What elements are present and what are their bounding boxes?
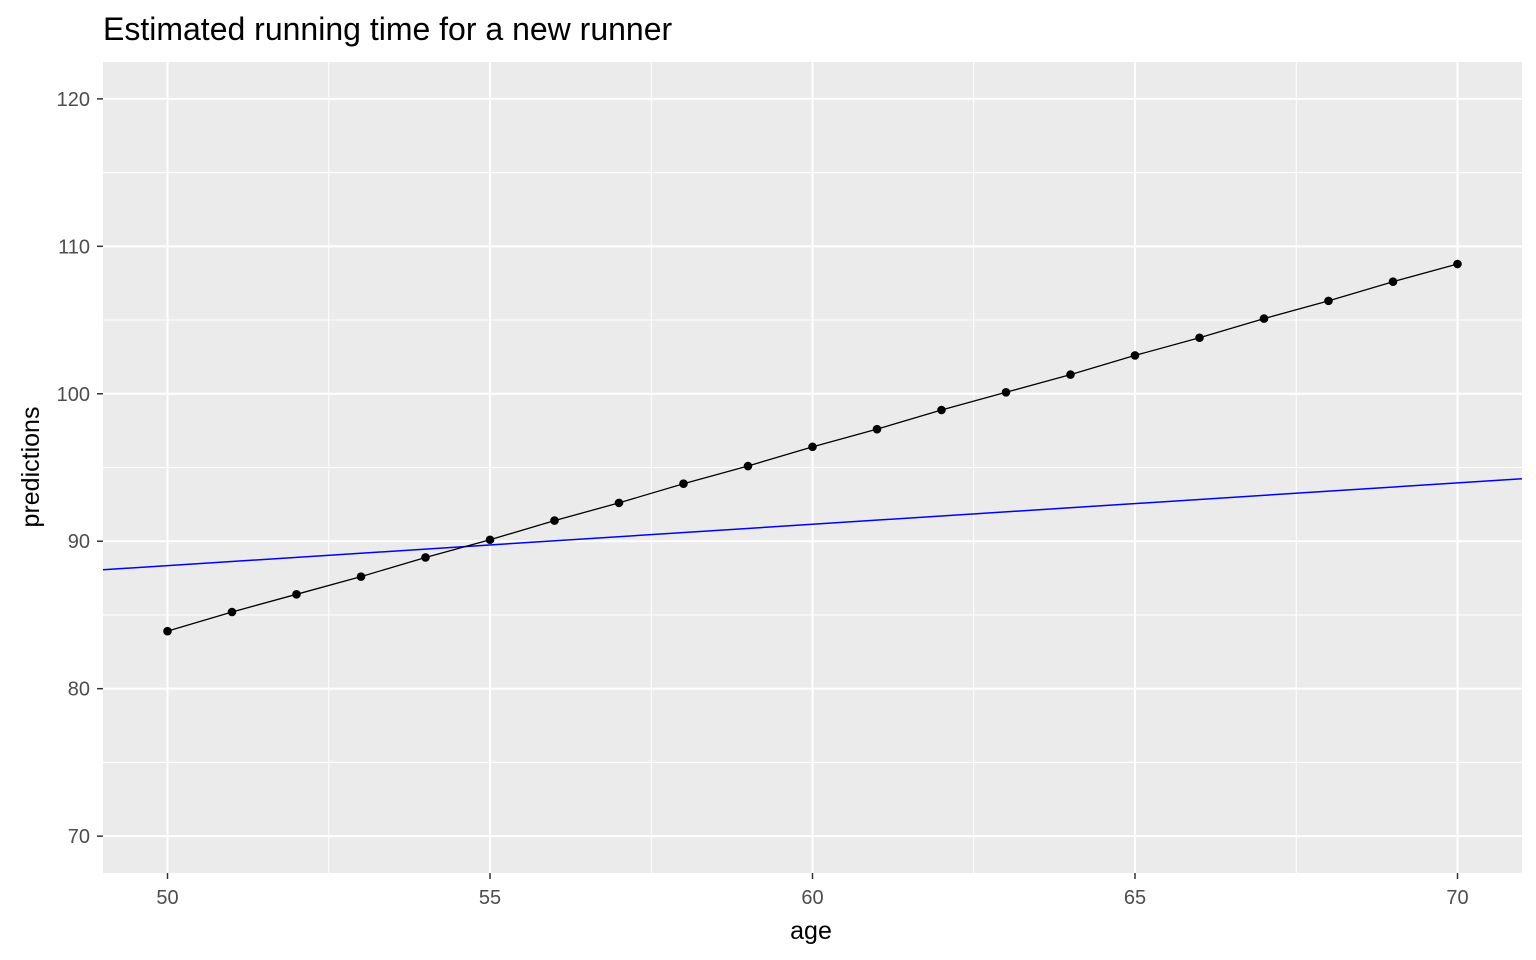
data-point [1130, 351, 1140, 360]
x-tick-label: 60 [801, 887, 823, 909]
data-point [808, 442, 817, 452]
data-point [743, 461, 753, 471]
y-tick-label: 90 [68, 531, 90, 553]
grid-lines [103, 62, 1522, 873]
x-tick-label: 65 [1124, 887, 1146, 909]
data-point [292, 590, 301, 599]
data-point [1066, 370, 1075, 379]
data-point [1453, 259, 1462, 269]
y-tick-label: 80 [68, 679, 90, 701]
y-tick-label: 110 [58, 236, 90, 258]
data-point [1259, 314, 1269, 323]
reference-line-path [102, 478, 1523, 571]
data-point [937, 405, 946, 415]
data-point [1388, 277, 1398, 287]
y-axis: 70 80 90 100 110 120 [57, 89, 103, 848]
reference-line [102, 478, 1523, 571]
chart-title: Estimated running time for a new runner [103, 11, 673, 47]
data-point [421, 553, 430, 562]
data-point [614, 498, 624, 508]
data-point [550, 516, 559, 525]
data-point [485, 535, 495, 545]
y-tick-label: 120 [57, 89, 90, 111]
x-axis: 50 55 60 65 70 [156, 873, 1469, 909]
data-point [1001, 387, 1011, 397]
y-tick-label: 100 [57, 384, 90, 406]
x-tick-label: 55 [479, 887, 501, 909]
data-point [356, 572, 366, 581]
y-tick-label: 70 [68, 826, 90, 848]
data-point [1324, 296, 1333, 306]
data-point [872, 424, 882, 434]
data-point [163, 626, 172, 636]
x-tick-label: 50 [156, 887, 178, 909]
data-point [227, 607, 237, 617]
data-point [1195, 333, 1204, 343]
y-axis-title: predictions [17, 407, 45, 528]
data-series [163, 259, 1462, 636]
x-axis-title: age [790, 917, 832, 945]
x-tick-label: 70 [1446, 887, 1468, 909]
data-point [679, 479, 688, 489]
